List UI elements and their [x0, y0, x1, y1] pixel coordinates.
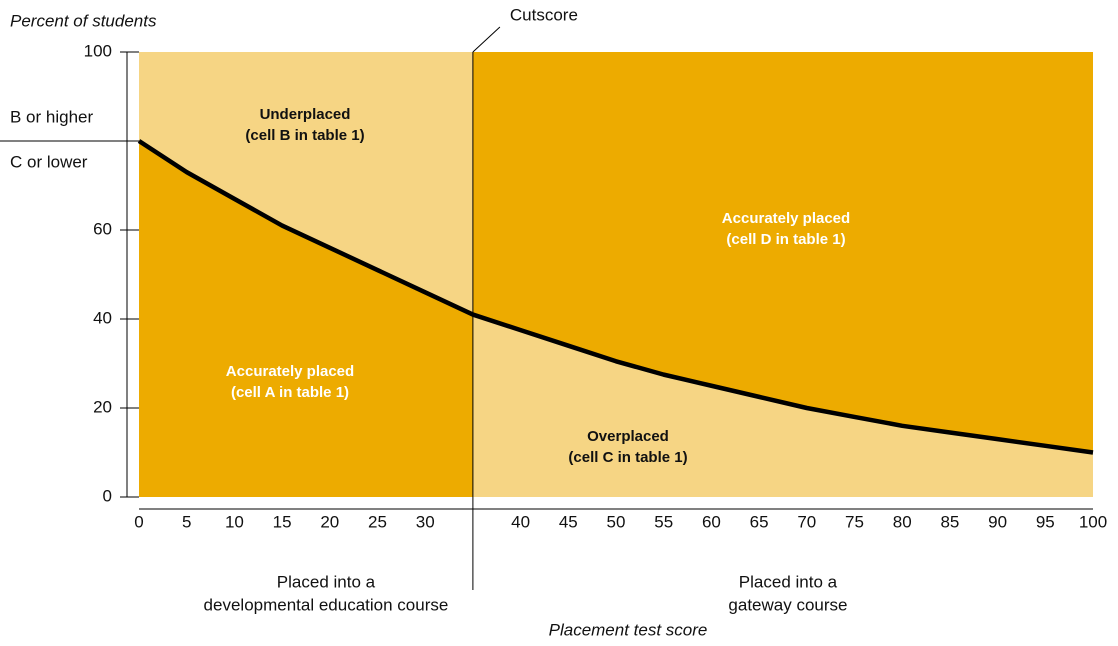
annotation: Accurately placed: [226, 363, 354, 380]
y-tick-label: 0: [103, 486, 112, 505]
group-label: Placed into a: [277, 572, 376, 591]
x-tick-label: 60: [702, 512, 721, 531]
x-tick-label: 65: [750, 512, 769, 531]
x-tick-label: 50: [607, 512, 626, 531]
annotation: (cell C in table 1): [568, 449, 687, 466]
x-tick-label: 80: [893, 512, 912, 531]
cutscore-leader: [472, 26, 501, 53]
threshold-above: B or higher: [10, 107, 93, 126]
x-tick-label: 15: [273, 512, 292, 531]
x-tick-label: 0: [134, 512, 143, 531]
annotation: (cell A in table 1): [231, 384, 349, 401]
x-tick-label: 5: [182, 512, 191, 531]
group-label: Placed into a: [739, 572, 838, 591]
x-tick-label: 95: [1036, 512, 1055, 531]
x-tick-label: 75: [845, 512, 864, 531]
x-tick-label: 10: [225, 512, 244, 531]
group-label: developmental education course: [204, 595, 449, 614]
threshold-below: C or lower: [10, 152, 88, 171]
area-left: [139, 141, 473, 497]
annotation: (cell D in table 1): [726, 231, 845, 248]
y-tick-label: 20: [93, 397, 112, 416]
cutscore-label: Cutscore: [510, 5, 578, 24]
y-tick-label: 60: [93, 219, 112, 238]
curve: [137, 139, 1094, 455]
annotation: Underplaced: [260, 106, 351, 123]
x-tick-label: 25: [368, 512, 387, 531]
x-axis-label: Placement test score: [549, 620, 708, 639]
x-tick-label: 20: [320, 512, 339, 531]
x-tick-label: 85: [940, 512, 959, 531]
annotation: (cell B in table 1): [245, 127, 364, 144]
annotation: Accurately placed: [722, 210, 850, 227]
y-axis-label: Percent of students: [10, 11, 157, 30]
x-tick-label: 100: [1079, 512, 1107, 531]
annotation: Overplaced: [587, 428, 669, 445]
x-tick-label: 30: [416, 512, 435, 531]
x-tick-label: 55: [654, 512, 673, 531]
group-label: gateway course: [728, 595, 847, 614]
y-tick-label: 40: [93, 308, 112, 327]
y-tick-label: 100: [84, 41, 112, 60]
x-tick-label: 70: [797, 512, 816, 531]
area-right: [472, 314, 1093, 497]
x-tick-label: 45: [559, 512, 578, 531]
x-tick-label: 40: [511, 512, 530, 531]
x-tick-label: 90: [988, 512, 1007, 531]
